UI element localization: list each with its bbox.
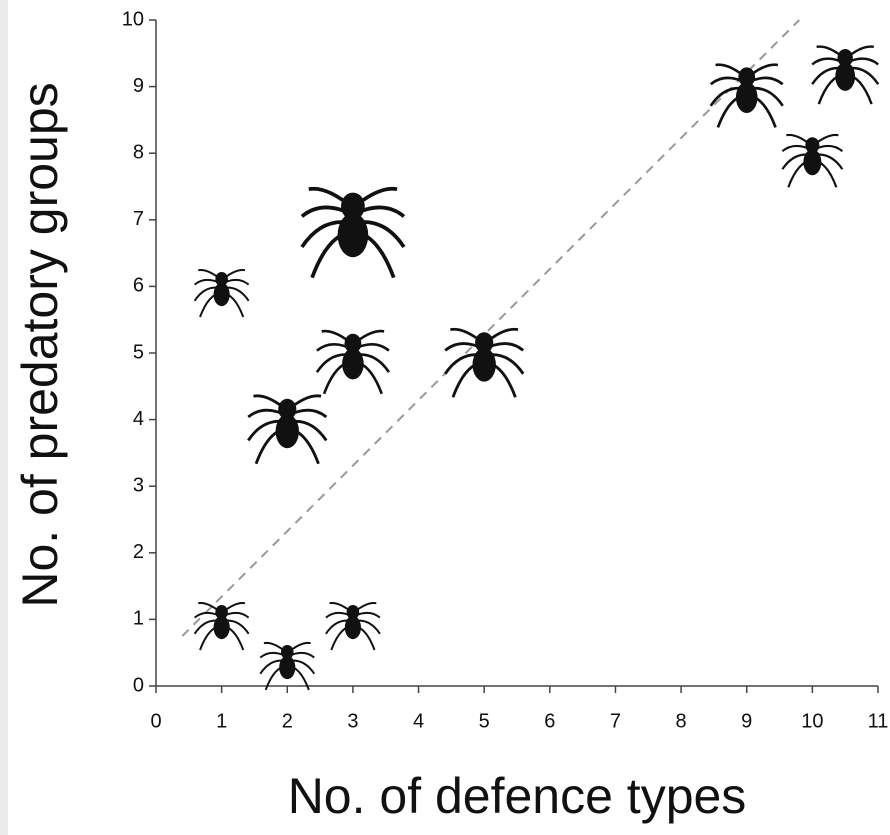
- arachnid-point: [193, 268, 250, 318]
- abdomen: [342, 348, 364, 380]
- x-tick-label: 5: [479, 710, 490, 732]
- y-tick-label: 6: [133, 275, 144, 297]
- arachnid-point: [300, 186, 406, 279]
- cephalothorax: [346, 605, 360, 620]
- abdomen: [803, 149, 822, 176]
- arachnid-point: [247, 394, 328, 465]
- x-tick-label: 6: [544, 710, 555, 732]
- x-tick-label: 4: [413, 710, 424, 732]
- y-tick-label: 2: [133, 541, 144, 563]
- y-axis-title: No. of predatory groups: [12, 82, 68, 607]
- abdomen: [344, 615, 362, 640]
- y-tick-label: 0: [133, 674, 144, 696]
- y-tick-label: 8: [133, 141, 144, 163]
- abdomen: [835, 62, 856, 91]
- x-tick-label: 9: [741, 710, 752, 732]
- arachnid-point: [193, 601, 250, 651]
- y-tick-label: 3: [133, 474, 144, 496]
- cephalothorax: [280, 644, 294, 660]
- abdomen: [279, 655, 296, 680]
- cephalothorax: [215, 272, 228, 287]
- cephalothorax: [475, 332, 494, 353]
- y-tick-label: 10: [122, 8, 144, 30]
- x-axis-title: No. of defence types: [288, 768, 747, 824]
- y-tick-label: 1: [133, 608, 144, 630]
- x-tick-label: 2: [282, 710, 293, 732]
- abdomen: [472, 347, 496, 382]
- arachnid-point: [709, 63, 784, 128]
- arachnid-point: [811, 45, 880, 105]
- arachnid-point: [781, 133, 844, 188]
- arachnid-point: [325, 601, 381, 651]
- cephalothorax: [837, 49, 853, 67]
- arachnid-point: [315, 329, 391, 395]
- y-tick-label: 5: [133, 341, 144, 363]
- abdomen: [213, 615, 230, 640]
- arachnid-point: [443, 327, 525, 398]
- cephalothorax: [215, 605, 228, 620]
- x-tick-label: 3: [347, 710, 358, 732]
- x-tick-label: 7: [610, 710, 621, 732]
- x-tick-label: 8: [676, 710, 687, 732]
- y-tick-label: 4: [133, 408, 144, 430]
- y-tick-label: 7: [133, 208, 144, 230]
- abdomen: [735, 81, 758, 113]
- y-tick-label: 9: [133, 75, 144, 97]
- cephalothorax: [278, 398, 297, 420]
- arachnid-point: [259, 641, 316, 691]
- x-tick-label: 1: [216, 710, 227, 732]
- x-tick-label: 11: [868, 710, 889, 732]
- cephalothorax: [805, 137, 820, 154]
- trend-line: [181, 19, 800, 637]
- plot-background: [8, 0, 890, 835]
- abdomen: [275, 414, 299, 449]
- abdomen: [213, 282, 230, 307]
- cephalothorax: [341, 192, 365, 220]
- x-tick-label: 10: [801, 710, 823, 732]
- cephalothorax: [738, 67, 756, 87]
- x-tick-label: 0: [150, 710, 161, 732]
- abdomen: [337, 213, 369, 258]
- cephalothorax: [344, 333, 362, 353]
